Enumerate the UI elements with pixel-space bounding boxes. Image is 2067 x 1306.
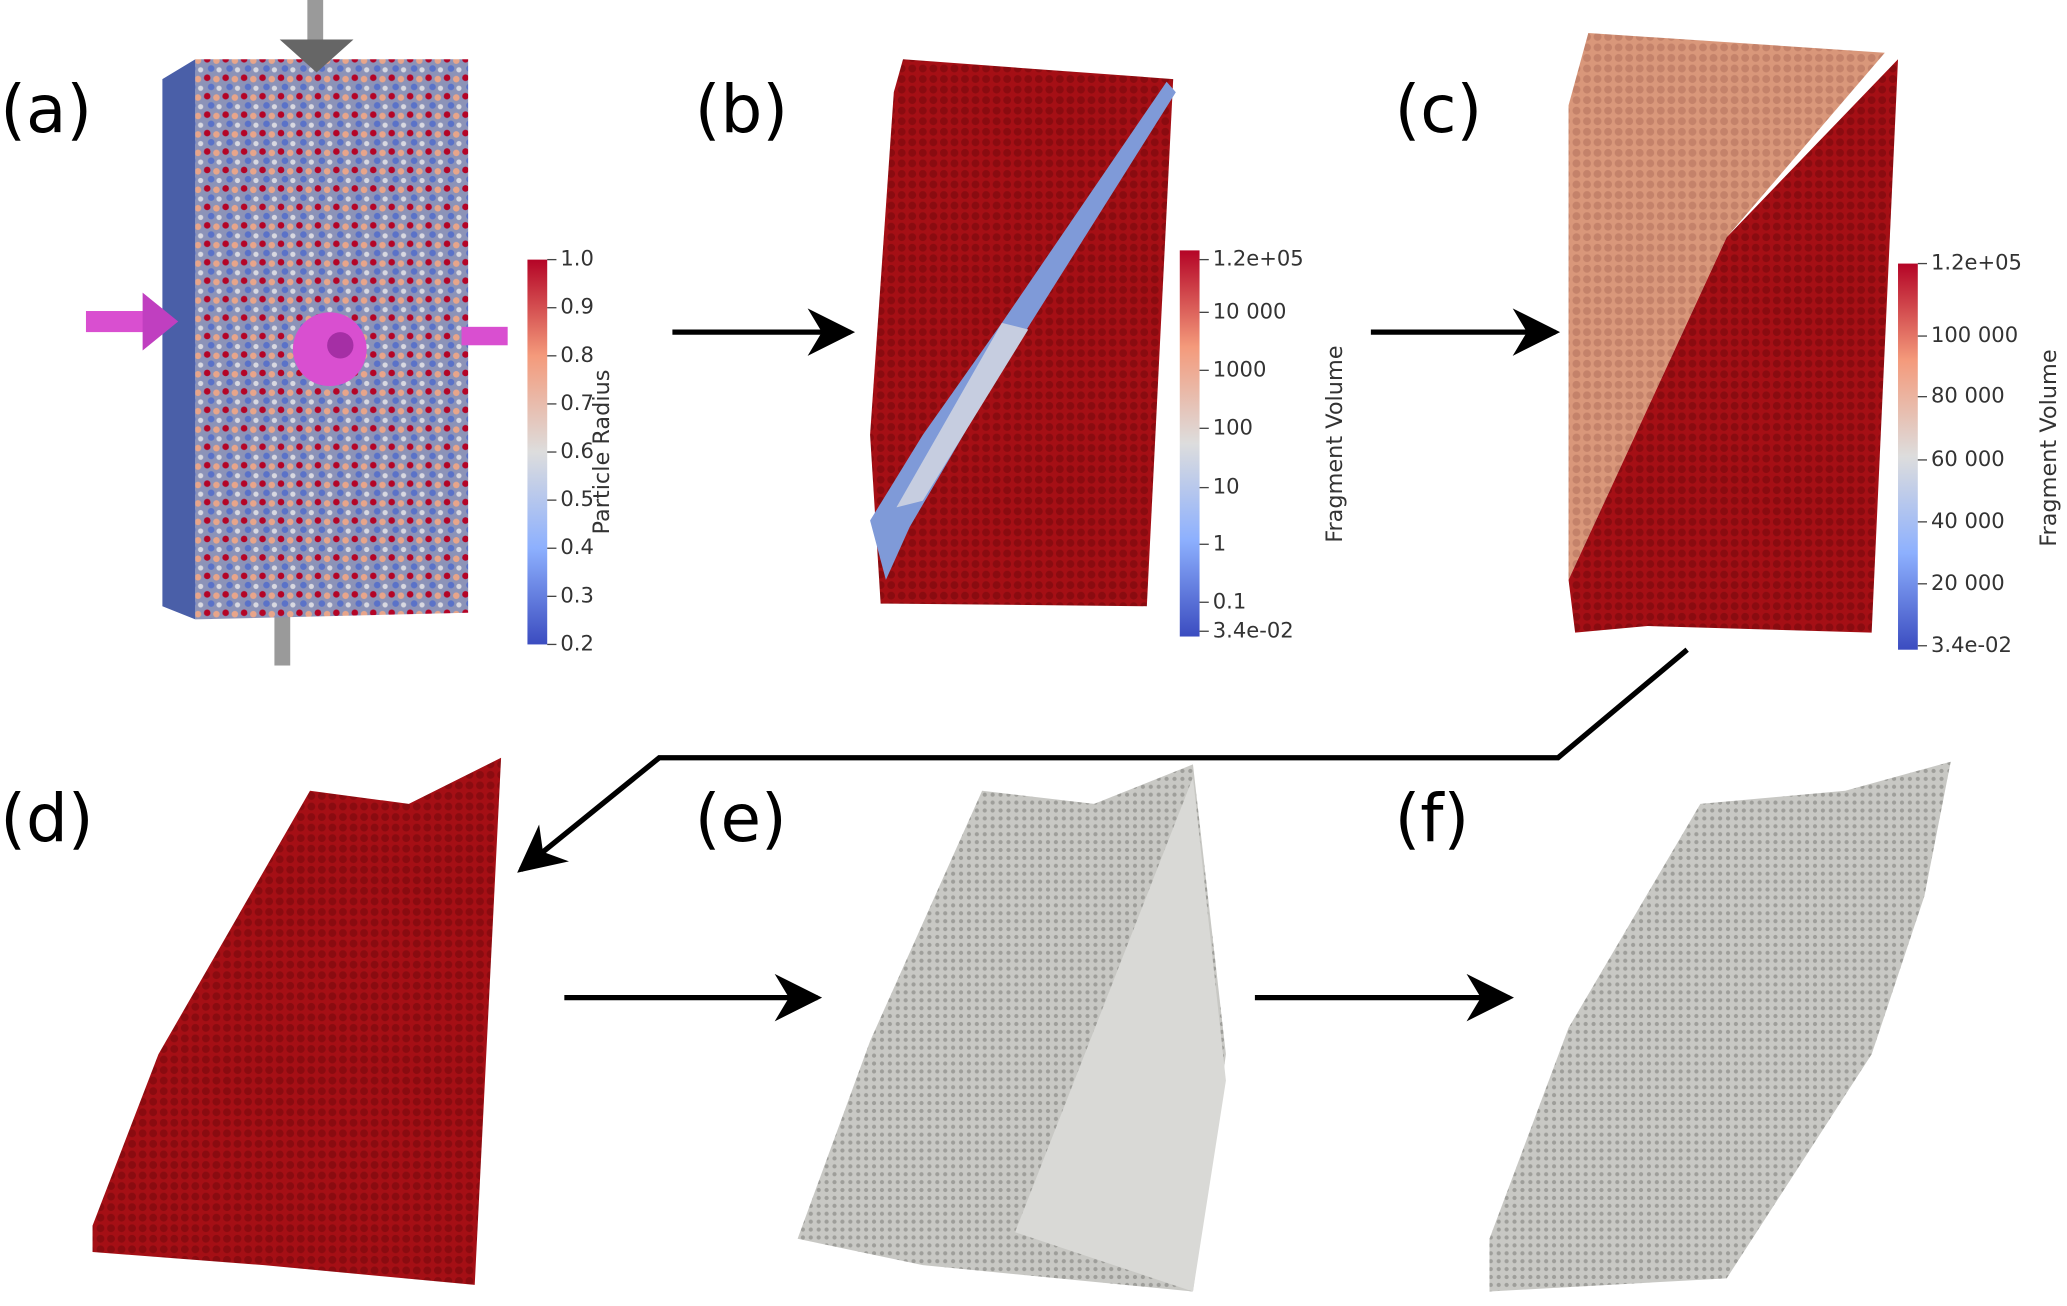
colorbar — [1898, 263, 1918, 650]
colorbar-tick-label: 1 — [1213, 530, 1226, 555]
colorbar-tick-label: 1.2e+05 — [1931, 250, 2022, 275]
colorbar-tick-label: 40 000 — [1931, 508, 2005, 533]
panel-b-render — [870, 59, 1176, 607]
colorbar-tick-label: 100 000 — [1931, 322, 2018, 347]
colorbar-tick-label: 20 000 — [1931, 570, 2005, 595]
colorbar-tick-label: 10 000 — [1213, 298, 1287, 323]
panel-d-render — [92, 757, 502, 1285]
colorbar-tick-label: 0.4 — [560, 534, 594, 559]
panel-label: (f) — [1395, 780, 1470, 857]
colorbar-tick-label: 0.9 — [560, 294, 594, 319]
colorbar — [527, 259, 548, 645]
colorbar-tick-label: 3.4e-02 — [1931, 632, 2012, 657]
colorbar-tick-label: 60 000 — [1931, 446, 2005, 471]
panel-label: (d) — [0, 780, 93, 857]
panel-label: (c) — [1395, 71, 1483, 148]
colorbar-tick-label: 0.7 — [560, 390, 594, 415]
panel-label: (a) — [0, 71, 92, 148]
colorbar-tick-label: 3.4e-02 — [1213, 617, 1294, 642]
colorbar-tick-label: 100 — [1213, 414, 1253, 439]
colorbar-title: Fragment Volume — [1322, 345, 1348, 542]
colorbar-tick-label: 0.1 — [1213, 588, 1247, 613]
colorbar-tick-label: 1.2e+05 — [1213, 246, 1304, 271]
colorbar-tick-label: 0.6 — [560, 438, 594, 463]
colorbar-tick-label: 0.8 — [560, 342, 594, 367]
colorbar-title: Particle Radius — [589, 370, 615, 535]
panel-label: (e) — [695, 780, 787, 857]
colorbar-tick-label: 0.3 — [560, 582, 594, 607]
flow-arrows — [517, 308, 1689, 1022]
colorbar-tick-label: 0.5 — [560, 486, 594, 511]
colorbar-tick-label: 80 000 — [1931, 383, 2005, 408]
colorbar-title: Fragment Volume — [2036, 349, 2062, 546]
colorbar-tick-label: 0.2 — [560, 630, 594, 655]
panel-e-render — [797, 764, 1226, 1292]
panel-c-render — [1568, 32, 1899, 633]
colorbar-tick-label: 1000 — [1213, 356, 1267, 381]
panel-a-render — [85, 0, 508, 666]
colorbar-tick-label: 10 — [1213, 474, 1240, 499]
colorbar — [1179, 250, 1200, 637]
colorbar-tick-label: 1.0 — [560, 246, 594, 271]
panel-label: (b) — [695, 71, 788, 148]
panel-f-render — [1489, 761, 1951, 1292]
